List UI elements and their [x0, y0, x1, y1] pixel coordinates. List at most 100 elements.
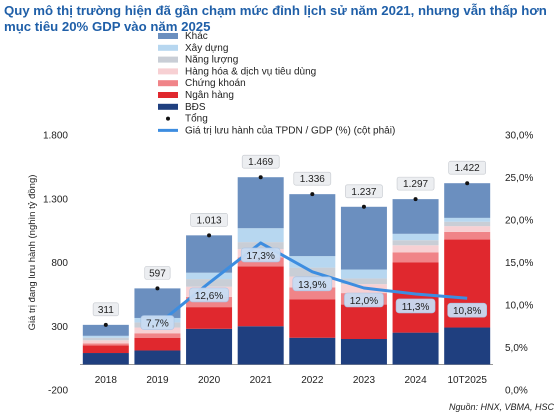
- y-tick-label: 800: [51, 258, 68, 269]
- bar-segment: [82, 353, 129, 365]
- bar-segment: [340, 206, 387, 270]
- ratio-label: 12,0%: [350, 296, 378, 307]
- ratio-label: 7,7%: [146, 319, 169, 330]
- y-tick-label: 1.300: [43, 194, 68, 205]
- total-marker: [258, 175, 263, 180]
- legend-label: BĐS: [185, 102, 206, 113]
- ratio-label-box: [447, 302, 487, 318]
- bar-segment: [82, 324, 129, 336]
- y-tick-label: 1.800: [43, 131, 68, 142]
- total-marker: [361, 204, 366, 209]
- legend-swatch: [158, 44, 178, 51]
- legend-label: Xây dựng: [185, 43, 228, 54]
- bar-segment: [82, 343, 129, 346]
- bar-segment: [392, 233, 439, 241]
- x-tick-label: 2023: [353, 375, 376, 386]
- ratio-label: 17,3%: [247, 251, 275, 262]
- total-label-box: [293, 171, 332, 186]
- legend-label: Hàng hóa & dịch vụ tiêu dùng: [185, 66, 316, 77]
- bar-segment: [289, 299, 336, 338]
- x-tick-label: 2022: [301, 375, 324, 386]
- total-label: 1.297: [403, 179, 428, 190]
- ratio-label: 10,8%: [453, 306, 481, 317]
- bar-segment: [444, 221, 491, 227]
- source-note: Nguồn: HNX, VBMA, HSC: [449, 402, 555, 412]
- total-label-box: [144, 266, 171, 280]
- x-tick-label: 2024: [404, 375, 427, 386]
- total-label-box: [448, 160, 486, 175]
- total-label-box: [345, 184, 383, 199]
- bar-segment: [444, 327, 491, 365]
- x-tick-label: 10T2025: [447, 375, 487, 386]
- total-label-box: [396, 176, 435, 191]
- bar-segment: [82, 337, 129, 341]
- legend-swatch: [158, 80, 178, 87]
- y2-tick-label: 0,0%: [505, 386, 528, 397]
- total-label-box: [241, 154, 280, 169]
- chart-title: Quy mô thị trường hiện đã gần chạm mức đ…: [4, 3, 547, 34]
- bar-segment: [82, 340, 129, 344]
- ratio-label-box: [240, 247, 281, 263]
- bar-segment: [134, 327, 181, 334]
- legend-swatch: [158, 103, 178, 110]
- x-tick-label: 2018: [95, 375, 118, 386]
- bar-segment: [186, 328, 233, 365]
- bar-segment: [444, 183, 491, 218]
- bar-segment: [340, 304, 387, 339]
- y2-tick-label: 10,0%: [505, 301, 533, 312]
- total-marker: [413, 197, 418, 202]
- bar-segment: [82, 335, 129, 338]
- total-label-box: [92, 302, 119, 317]
- bar-segment: [289, 256, 336, 268]
- total-marker: [155, 286, 160, 291]
- ratio-label: 12,6%: [195, 291, 223, 302]
- total-label: 597: [149, 268, 166, 279]
- bar-segment: [237, 228, 284, 243]
- x-tick-label: 2019: [146, 375, 169, 386]
- ratio-label-box: [189, 287, 229, 303]
- bar-segment: [237, 177, 284, 229]
- y2-tick-label: 15,0%: [505, 258, 533, 269]
- bar-segment: [82, 345, 129, 354]
- bar-segment: [237, 242, 284, 250]
- total-label: 311: [98, 305, 114, 316]
- bar-segment: [392, 332, 439, 365]
- bar-segment: [392, 199, 439, 234]
- legend-swatch: [158, 92, 178, 98]
- total-label-box: [190, 213, 228, 227]
- bar-segment: [186, 272, 233, 280]
- legend-label: Ngân hàng: [185, 90, 234, 101]
- right-axis: 0,0% 5,0% 10,0% 15,0% 20,0% 25,0% 30,0%: [505, 131, 533, 397]
- x-tick-label: 2020: [198, 375, 221, 386]
- bar-segment: [392, 262, 439, 333]
- ratio-line-path: [156, 241, 468, 326]
- ratio-label: 11,3%: [402, 302, 430, 313]
- y-axis-title: Giá trị đang lưu hành (nghìn tỷ đồng): [27, 175, 38, 331]
- total-marker: [310, 192, 315, 197]
- ratio-label-box: [395, 298, 436, 314]
- bar-segment: [289, 337, 336, 365]
- bar-segment: [340, 278, 387, 285]
- bar-segment: [444, 231, 491, 240]
- y2-tick-label: 5,0%: [505, 343, 528, 354]
- y2-tick-label: 25,0%: [505, 173, 533, 184]
- y-tick-label: -200: [48, 386, 68, 397]
- bars: 311 597 1.013 1.469 1.336 1.237 1.297 1.422: [82, 154, 491, 365]
- total-marker: [103, 322, 108, 327]
- bar-segment: [134, 337, 181, 351]
- y2-tick-label: 30,0%: [505, 131, 533, 142]
- bar-segment: [392, 245, 439, 253]
- bar-segment: [186, 307, 233, 329]
- ratio-line: 7,7% 12,6% 17,3% 13,9% 12,0% 11,3% 10,8%: [140, 241, 487, 330]
- total-label: 1.336: [300, 174, 325, 185]
- bar-segment: [444, 217, 491, 222]
- legend-label: Tổng: [185, 113, 208, 125]
- legend-swatch: [158, 33, 178, 39]
- total-label: 1.422: [455, 163, 480, 174]
- bar-segment: [340, 269, 387, 279]
- total-label: 1.237: [351, 187, 376, 198]
- legend-label: Khác: [185, 31, 208, 42]
- ratio-label-box: [344, 292, 384, 308]
